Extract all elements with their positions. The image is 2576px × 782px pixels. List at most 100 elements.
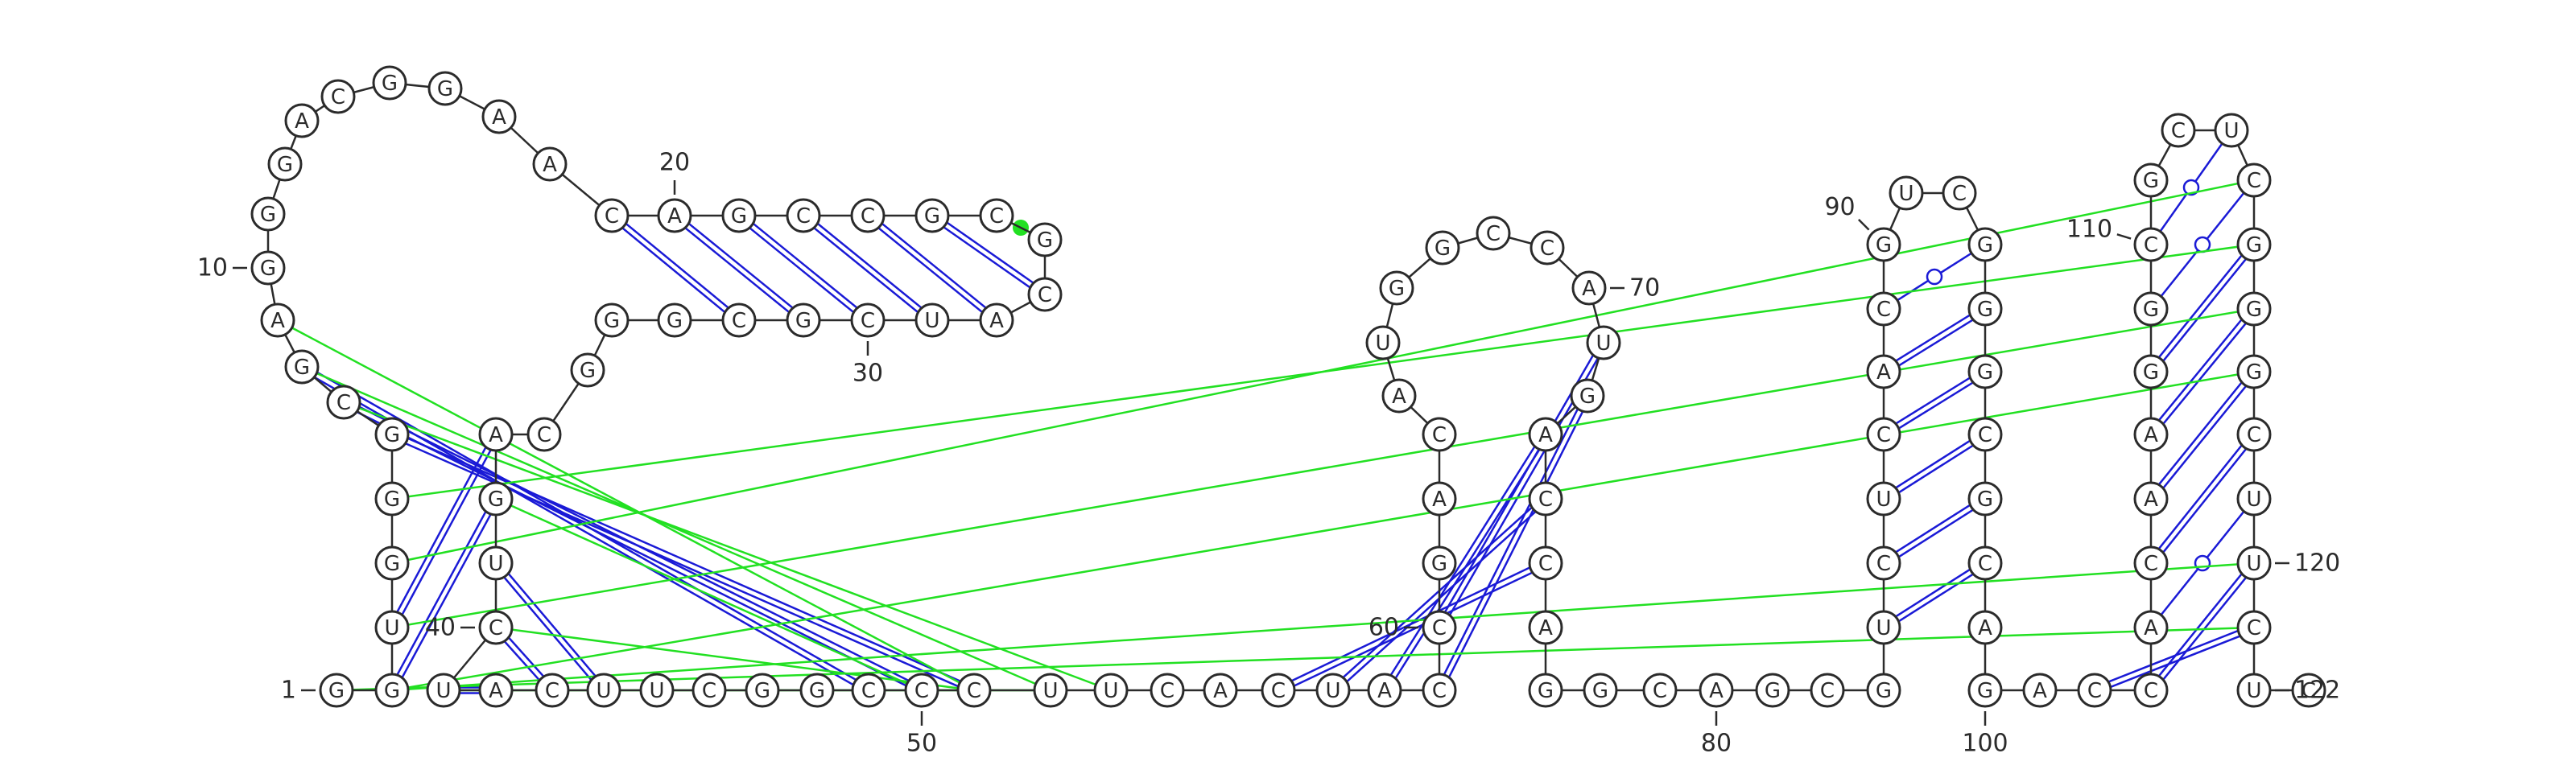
svg-text:U: U — [2223, 119, 2239, 143]
nucleotide-16: G — [427, 71, 463, 106]
svg-text:U: U — [2246, 679, 2261, 703]
svg-text:G: G — [604, 309, 620, 333]
nucleotide-89: C — [1866, 291, 1901, 327]
base-pair-canonical — [388, 496, 500, 693]
backbone-lines — [266, 81, 2309, 692]
svg-text:G: G — [1389, 277, 1405, 301]
nucleotide-95: G — [1967, 354, 2003, 389]
index-label-40: 40 — [425, 614, 475, 642]
svg-text:A: A — [489, 423, 503, 447]
nucleotide-109: G — [2133, 291, 2169, 327]
svg-text:C: C — [1160, 679, 1174, 703]
svg-text:G: G — [384, 679, 400, 703]
base-pair-pseudoknot — [391, 179, 2255, 565]
index-label-1: 1 — [281, 677, 316, 705]
nucleotide-96: C — [1967, 417, 2003, 452]
svg-text:C: C — [2144, 552, 2158, 576]
nucleotide-120: U — [2236, 545, 2272, 581]
base-pair-pseudoknot — [277, 319, 975, 692]
svg-text:G: G — [754, 679, 770, 703]
nucleotide-50: C — [904, 673, 939, 708]
nucleotide-53: U — [1093, 673, 1129, 708]
nucleotide-28: A — [979, 303, 1014, 338]
nucleotide-23: C — [850, 198, 886, 233]
index-label-122: 122 — [2275, 677, 2340, 705]
svg-text:A: A — [1876, 360, 1891, 385]
nucleotide-101: A — [2022, 673, 2058, 708]
svg-text:A: A — [492, 105, 506, 130]
nucleotide-83: G — [1866, 673, 1901, 708]
svg-text:C: C — [1271, 679, 1286, 703]
base-pair-pseudoknot — [391, 562, 2255, 692]
svg-text:C: C — [1876, 552, 1891, 576]
nucleotide-99: A — [1967, 610, 2003, 645]
svg-text:U: U — [1876, 488, 1891, 512]
nucleotide-91: U — [1889, 175, 1924, 211]
nucleotide-38: G — [478, 481, 514, 517]
nucleotide-36: C — [526, 417, 562, 452]
nucleotide-52: U — [1033, 673, 1068, 708]
nucleotide-115: G — [2236, 227, 2272, 262]
nucleotide-79: C — [1642, 673, 1678, 708]
base-pair-canonical — [390, 430, 976, 694]
svg-text:A: A — [270, 309, 285, 333]
index-label-100: 100 — [1962, 711, 2008, 758]
nucleotide-94: G — [1967, 291, 2003, 327]
svg-text:G: G — [1977, 679, 1993, 703]
nucleotide-26: G — [1027, 222, 1063, 257]
svg-text:A: A — [1538, 616, 1553, 640]
nucleotide-68: C — [1476, 216, 1511, 251]
svg-text:C: C — [1876, 423, 1891, 447]
svg-text:G: G — [667, 309, 683, 333]
svg-text:C: C — [732, 309, 746, 333]
nucleotide-27: C — [1027, 277, 1063, 312]
svg-text:C: C — [1038, 283, 1052, 307]
svg-text:G: G — [1977, 360, 1993, 385]
svg-text:A: A — [1538, 423, 1553, 447]
nucleotide-92: C — [1942, 175, 1977, 211]
nucleotide-2: G — [374, 673, 410, 708]
svg-text:G: G — [1876, 679, 1892, 703]
base-pair-canonical — [930, 212, 1047, 298]
base-pair-pseudoknot — [391, 307, 2255, 629]
base-pair-canonical — [801, 212, 935, 323]
svg-text:100: 100 — [1962, 730, 2008, 758]
svg-text:G: G — [277, 153, 293, 177]
nucleotide-19: C — [594, 198, 630, 233]
nucleotide-107: A — [2133, 417, 2169, 452]
nucleotide-60: C — [1422, 610, 1457, 645]
nucleotide-73: A — [1528, 417, 1563, 452]
svg-text:C: C — [1432, 679, 1447, 703]
nucleotide-80: A — [1699, 673, 1734, 708]
nucleotide-122: U — [2236, 673, 2272, 708]
svg-text:G: G — [384, 488, 400, 512]
nucleotide-70: A — [1571, 270, 1607, 306]
nucleotide-17: A — [481, 99, 517, 134]
nucleotide-81: G — [1755, 673, 1790, 708]
nucleotide-71: U — [1586, 325, 1621, 360]
svg-text:G: G — [1977, 488, 1993, 512]
svg-text:80: 80 — [1701, 730, 1732, 758]
svg-text:G: G — [384, 423, 400, 447]
nucleotide-33: G — [657, 303, 692, 338]
svg-text:C: C — [2144, 679, 2158, 703]
nucleotide-34: G — [594, 303, 630, 338]
nucleotide-104: A — [2133, 610, 2169, 645]
index-label-80: 80 — [1701, 711, 1732, 758]
svg-text:1: 1 — [281, 677, 296, 705]
svg-text:U: U — [596, 679, 611, 703]
base-pair-canonical — [1881, 495, 1988, 567]
nucleotide-20: A — [657, 198, 692, 233]
svg-text:A: A — [2033, 679, 2047, 703]
svg-text:A: A — [295, 109, 309, 134]
svg-text:20: 20 — [659, 149, 690, 177]
svg-text:A: A — [2144, 423, 2158, 447]
svg-text:C: C — [702, 679, 716, 703]
nucleotide-29: U — [914, 303, 950, 338]
index-label-120: 120 — [2275, 549, 2340, 578]
svg-text:A: A — [1377, 679, 1392, 703]
svg-text:U: U — [2246, 552, 2261, 576]
base-pair-pseudoknot — [495, 626, 975, 692]
